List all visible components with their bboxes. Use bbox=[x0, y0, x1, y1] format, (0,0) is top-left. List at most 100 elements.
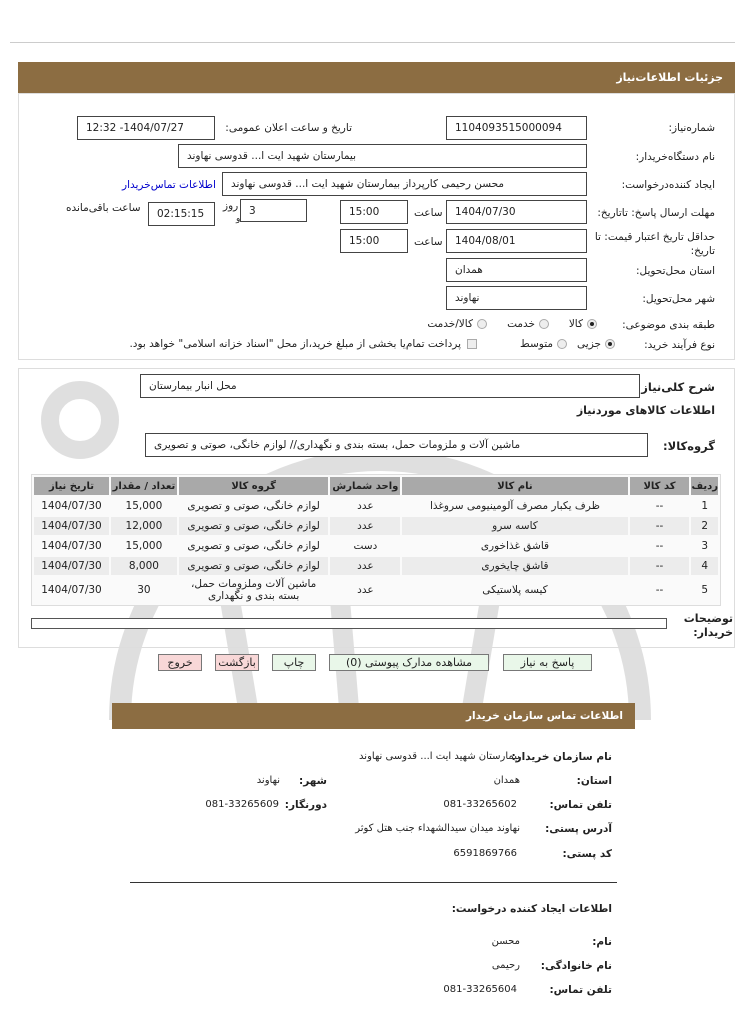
org-value: بیمارستان شهید ایت ا... قدوسی نهاوند bbox=[359, 751, 520, 762]
process-radio-medium[interactable]: متوسط bbox=[520, 338, 567, 350]
cell-need-date: 1404/07/30 bbox=[34, 517, 109, 535]
phone-value: 081-33265602 bbox=[443, 799, 517, 810]
table-row: 2 -- کاسه سرو عدد لوازم خانگی، صوتی و تصویری… bbox=[34, 517, 718, 535]
category-radio-both[interactable]: کالا/خدمت bbox=[427, 318, 487, 330]
cell-item-name: کیسه پلاستیکی bbox=[482, 584, 548, 596]
cell-need-date: 1404/07/30 bbox=[41, 540, 102, 552]
buyer-contact-link[interactable]: اطلاعات تماس‌خریدار bbox=[122, 179, 216, 191]
cell-item-name: قاشق غذاخوری bbox=[480, 540, 550, 552]
radio-icon bbox=[539, 319, 549, 329]
cell-item-name: قاشق چایخوری bbox=[402, 557, 628, 575]
creator-phone-label: تلفن تماس: bbox=[549, 984, 612, 996]
need-number-label: شماره‌نیاز: bbox=[668, 122, 715, 134]
cell-row-number: 1 bbox=[701, 500, 709, 512]
deadline-time-field: 15:00 bbox=[340, 200, 408, 224]
radio-icon bbox=[587, 319, 597, 329]
fax-label: دورنگار: bbox=[284, 799, 327, 811]
cell-unit: دست bbox=[353, 540, 378, 552]
goods-section-title: اطلاعات کالاهای موردنیاز bbox=[576, 404, 715, 417]
cell-item-code: -- bbox=[629, 557, 690, 575]
and-label: و bbox=[236, 214, 241, 224]
address-value: نهاوند میدان سیدالشهداء جنب هتل کوثر bbox=[355, 823, 520, 834]
category-radio-goods[interactable]: کالا bbox=[569, 318, 597, 330]
creator-phone-value: 081-33265604 bbox=[443, 984, 517, 995]
cell-item-code: -- bbox=[629, 517, 690, 535]
days-label: روز bbox=[223, 200, 239, 212]
cell-quantity: 12,000 bbox=[110, 517, 177, 535]
column-header-unit: واحد شمارش bbox=[330, 477, 401, 495]
contact-city-label: شهر: bbox=[299, 775, 327, 787]
address-label: آدرس پستی: bbox=[545, 823, 612, 835]
goods-group-field: ماشین آلات و ملزومات حمل، بسته بندی و نگ… bbox=[145, 433, 648, 457]
phone-label: تلفن تماس: bbox=[549, 799, 612, 811]
description-label: شرح کلی‌نیاز: bbox=[636, 380, 715, 394]
cell-unit: عدد bbox=[330, 517, 401, 535]
cell-item-code: -- bbox=[655, 540, 664, 552]
contact-province-value: همدان bbox=[493, 775, 520, 786]
cell-quantity: 30 bbox=[137, 584, 151, 596]
creator-family-label: نام خانوادگی: bbox=[540, 960, 612, 972]
category-radio-service[interactable]: خدمت bbox=[507, 318, 549, 330]
details-header: جزئیات اطلاعات‌نیاز bbox=[18, 62, 735, 93]
radio-icon bbox=[605, 339, 615, 349]
column-header-row-number: ردیف bbox=[691, 477, 718, 495]
process-radio-minor[interactable]: جزیی bbox=[577, 338, 615, 350]
buyer-field: بیمارستان شهید ایت ا... قدوسی نهاوند bbox=[178, 144, 587, 168]
cell-row-number: 4 bbox=[691, 557, 718, 575]
cell-need-date: 1404/07/30 bbox=[41, 500, 102, 512]
org-label: نام سازمان خریدار: bbox=[511, 751, 612, 763]
treasury-payment-checkbox[interactable]: پرداخت تمام‌یا بخشی از مبلغ خرید،از محل … bbox=[129, 338, 477, 350]
cell-row-number: 3 bbox=[701, 540, 709, 552]
postal-value: 6591869766 bbox=[453, 848, 517, 859]
table-row: 4 -- قاشق چایخوری عدد لوازم خانگی، صوتی و تص… bbox=[34, 557, 718, 575]
creator-name-value: محسن bbox=[491, 936, 520, 947]
need-number-field: 1104093515000094 bbox=[446, 116, 587, 140]
announce-field: 1404/07/27- 12:32 bbox=[77, 116, 215, 140]
cell-item-name: کاسه سرو bbox=[402, 517, 628, 535]
exit-button[interactable]: خروج bbox=[158, 654, 202, 671]
cell-item-name: ظرف یکبار مصرف آلومینیومی سروغذا bbox=[429, 500, 600, 512]
remaining-time-field: 02:15:15 bbox=[148, 202, 215, 226]
buyer-notes-label: توضیحات خریدار: bbox=[683, 612, 733, 639]
buyer-notes-field bbox=[31, 618, 667, 629]
creator-label: ایجاد کننده‌درخواست: bbox=[621, 179, 715, 191]
process-label: نوع فرآیند خرید: bbox=[644, 339, 715, 351]
checkbox-icon bbox=[467, 339, 477, 349]
top-divider bbox=[10, 42, 735, 43]
cell-quantity: 15,000 bbox=[125, 540, 163, 552]
creator-family-value: رحیمی bbox=[491, 960, 520, 971]
validity-date-field: 1404/08/01 bbox=[446, 229, 587, 253]
cell-unit: عدد bbox=[357, 500, 374, 512]
table-row: 3 -- قاشق غذاخوری دست لوازم خانگی، صوتی و تص… bbox=[34, 537, 718, 555]
description-field: محل انبار بیمارستان bbox=[140, 374, 640, 398]
column-header-item-name: نام کالا bbox=[402, 477, 628, 495]
print-button[interactable]: چاپ bbox=[272, 654, 316, 671]
goods-panel bbox=[18, 368, 735, 648]
back-button[interactable]: بازگشت bbox=[215, 654, 259, 671]
province-field: همدان bbox=[446, 258, 587, 282]
column-header-quantity: تعداد / مقدار bbox=[110, 477, 177, 495]
view-attachments-button[interactable]: مشاهده مدارک پیوستی (0) bbox=[329, 654, 489, 671]
cell-item-group: لوازم خانگی، صوتی و تصویری bbox=[178, 517, 329, 535]
table-header-row: ردیف کد کالا نام کالا واحد شمارش گروه کالا تع… bbox=[34, 477, 718, 495]
city-field: نهاوند bbox=[446, 286, 587, 310]
cell-quantity: 15,000 bbox=[125, 500, 163, 512]
cell-need-date: 1404/07/30 bbox=[34, 557, 109, 575]
deadline-label: مهلت ارسال پاسخ: تاتاریخ: bbox=[597, 207, 715, 219]
deadline-time-label: ساعت bbox=[414, 207, 443, 219]
radio-icon bbox=[477, 319, 487, 329]
cell-unit: عدد bbox=[357, 584, 374, 596]
remaining-label: ساعت باقی‌مانده bbox=[66, 202, 141, 214]
cell-need-date: 1404/07/30 bbox=[41, 584, 102, 596]
fax-value: 081-33265609 bbox=[205, 799, 279, 810]
validity-time-field: 15:00 bbox=[340, 229, 408, 253]
city-label: شهر محل‌تحویل: bbox=[642, 293, 715, 305]
column-header-item-code: کد کالا bbox=[629, 477, 690, 495]
reply-button[interactable]: پاسخ به نیاز bbox=[503, 654, 592, 671]
page-title: جزئیات اطلاعات‌نیاز bbox=[616, 71, 723, 84]
buyer-label: نام دستگاه‌خریدار: bbox=[635, 151, 715, 163]
cell-unit: عدد bbox=[330, 557, 401, 575]
cell-item-code: -- bbox=[655, 500, 664, 512]
cell-item-code: -- bbox=[655, 584, 664, 596]
cell-row-number: 5 bbox=[701, 584, 709, 596]
